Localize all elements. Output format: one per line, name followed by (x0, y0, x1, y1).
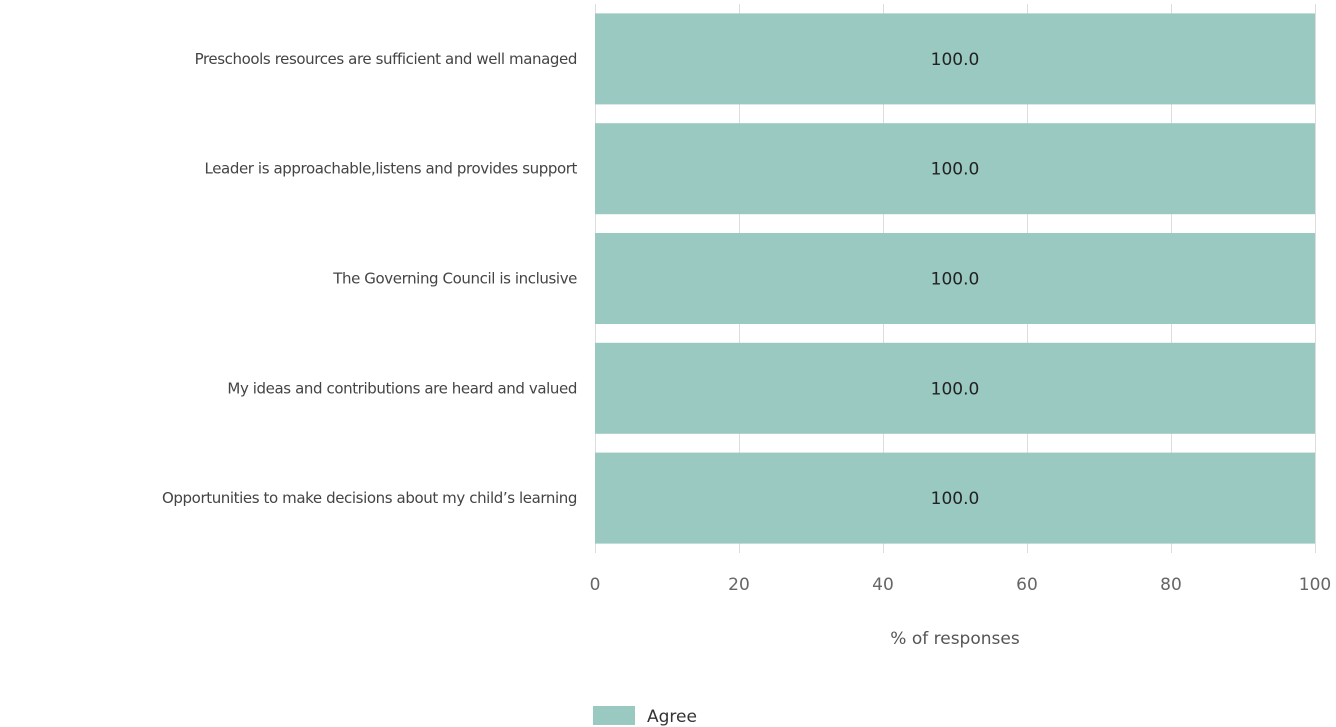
data-label-3: 100.0 (931, 270, 980, 290)
data-label-4: 100.0 (931, 379, 980, 399)
x-axis-ticks: 0 20 40 60 80 100 (590, 575, 1332, 595)
legend-swatch-agree (593, 706, 635, 725)
x-tick-label-100: 100 (1299, 575, 1331, 595)
x-tick-label-20: 20 (728, 575, 750, 595)
bars: 100.0 100.0 100.0 100.0 100.0 (595, 13, 1315, 544)
x-tick-label-40: 40 (872, 575, 894, 595)
x-tick-label-60: 60 (1016, 575, 1038, 595)
category-label-4: My ideas and contributions are heard and… (227, 379, 577, 397)
data-label-1: 100.0 (931, 50, 980, 70)
bar-5 (595, 452, 1315, 544)
category-labels: Preschools resources are sufficient and … (162, 50, 578, 507)
x-tick-label-80: 80 (1160, 575, 1182, 595)
category-label-3: The Governing Council is inclusive (332, 270, 577, 288)
bar-2 (595, 123, 1315, 215)
data-label-5: 100.0 (931, 489, 980, 509)
category-label-1: Preschools resources are sufficient and … (195, 50, 577, 68)
category-label-5: Opportunities to make decisions about my… (162, 489, 577, 507)
data-label-2: 100.0 (931, 160, 980, 180)
legend-label-agree: Agree (647, 707, 697, 727)
bar-4 (595, 342, 1315, 434)
x-tick-label-0: 0 (590, 575, 601, 595)
bar-3 (595, 233, 1315, 324)
x-axis-title: % of responses (890, 629, 1020, 649)
bar-1 (595, 13, 1315, 105)
category-label-2: Leader is approachable,listens and provi… (205, 160, 578, 178)
legend: Agree (593, 706, 697, 727)
